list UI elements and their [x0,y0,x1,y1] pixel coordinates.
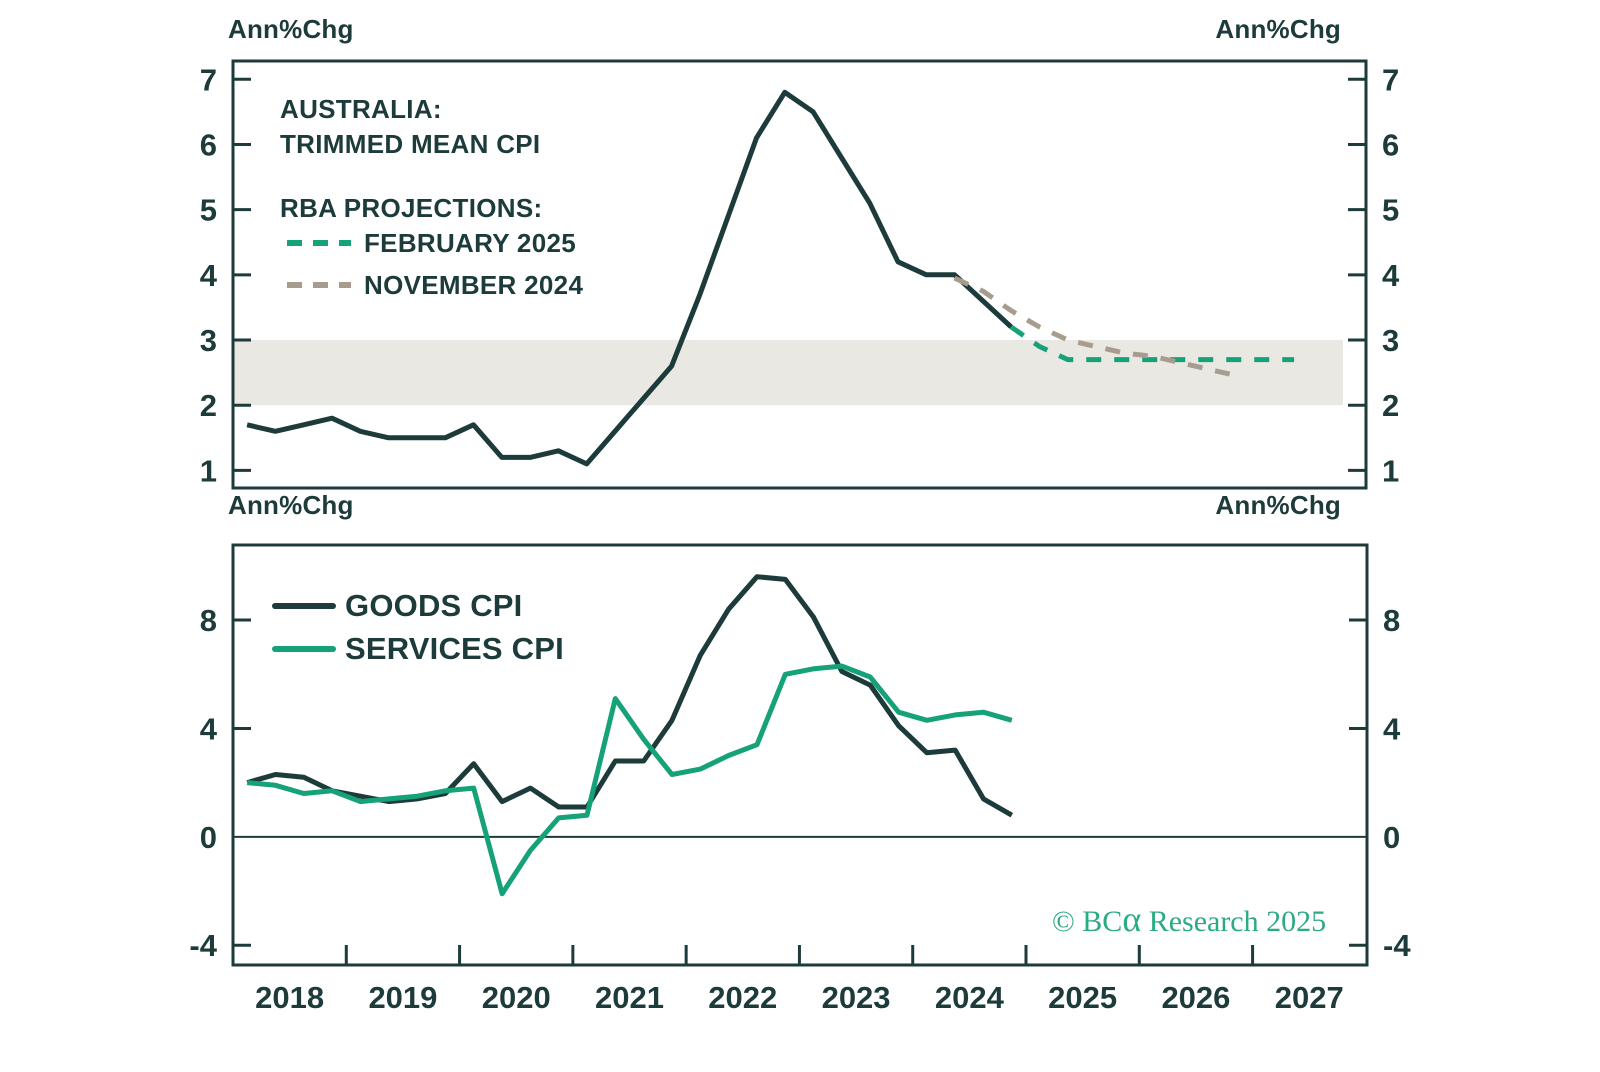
x-axis-year-label: 2023 [822,980,891,1015]
chart-title-line2: TRIMMED MEAN CPI [280,129,541,159]
x-axis-year-label: 2022 [708,980,777,1015]
y-axis-label-right: 5 [1382,193,1399,228]
y-axis-label-right: -4 [1383,928,1411,963]
y-axis-label-right: 2 [1382,388,1399,423]
x-axis-year-label: 2027 [1275,980,1344,1015]
y-axis-label-right: 6 [1382,127,1399,162]
projections-heading: RBA PROJECTIONS: [280,193,543,223]
x-axis-year-label: 2026 [1161,980,1230,1015]
chart-title: AUSTRALIA: TRIMMED MEAN CPI [280,92,540,162]
x-axis-year-label: 2018 [255,980,324,1015]
legend-item-november-2024: NOVEMBER 2024 [287,264,583,306]
y-axis-label-right: 7 [1382,62,1399,97]
x-axis-year-label: 2025 [1048,980,1117,1015]
y-axis-label-left: 1 [200,453,217,488]
rba-projection-november-2024-line [953,275,1239,379]
credit-suffix: Research 2025 [1141,905,1327,938]
legend-item-goods-cpi: GOODS CPI [272,584,564,627]
legend-item-february-2025: FEBRUARY 2025 [287,222,583,264]
top-chart-legend: FEBRUARY 2025 NOVEMBER 2024 [287,222,583,306]
y-axis-label-right: 3 [1382,323,1399,358]
x-axis-year-label: 2019 [368,980,437,1015]
trimmed-mean-cpi-line [246,89,1013,467]
x-axis-year-label: 2020 [482,980,551,1015]
y-axis-label-right: 1 [1382,453,1399,488]
november-2024-dashed-line-swatch [287,282,351,288]
legend-label: FEBRUARY 2025 [364,227,576,258]
legend-item-services-cpi: SERVICES CPI [272,627,564,670]
bca-research-credit: © BCα Research 2025 [1052,901,1327,939]
y-axis-label-right: 0 [1383,820,1400,855]
y-axis-label-left: 4 [200,711,218,746]
bottom-chart-legend: GOODS CPI SERVICES CPI [272,584,564,670]
y-axis-label-right: 4 [1383,711,1401,746]
services-cpi-line [246,663,1013,897]
services-cpi-line-swatch [272,645,336,652]
y-axis-label-left: -4 [189,928,217,963]
y-axis-label-left: 2 [200,388,217,423]
rba-target-band [233,340,1343,406]
x-axis-year-label: 2021 [595,980,664,1015]
legend-label: SERVICES CPI [345,630,564,666]
y-axis-label-left: 6 [200,127,217,162]
y-axis-label-left: 0 [200,820,217,855]
y-axis-label-right: 4 [1382,258,1400,293]
bottom-chart-ylabel-right: Ann%Chg [1215,490,1341,520]
x-axis-year-label: 2024 [935,980,1005,1015]
y-axis-label-right: 8 [1383,603,1400,638]
y-axis-label-left: 8 [200,603,217,638]
legend-label: GOODS CPI [345,587,523,623]
credit-prefix: © BC [1052,905,1123,938]
y-axis-label-left: 3 [200,323,217,358]
legend-label: NOVEMBER 2024 [364,269,584,300]
top-chart-ylabel-right: Ann%Chg [1215,14,1341,44]
y-axis-label-left: 7 [200,62,217,97]
credit-alpha-glyph: α [1122,899,1142,939]
rba-projection-february-2025-line [1009,324,1295,363]
top-chart-ylabel-left: Ann%Chg [228,14,354,44]
february-2025-dashed-line-swatch [287,240,351,246]
y-axis-label-left: 5 [200,193,217,228]
y-axis-label-left: 4 [200,258,218,293]
chart-title-line1: AUSTRALIA: [280,94,442,124]
bottom-chart-ylabel-left: Ann%Chg [228,490,354,520]
goods-cpi-line-swatch [272,602,336,609]
